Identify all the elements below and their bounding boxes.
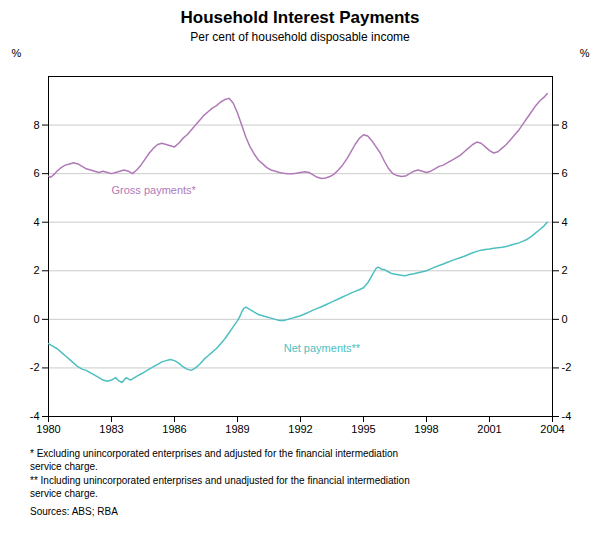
svg-text:2004: 2004 bbox=[540, 423, 564, 435]
svg-text:1989: 1989 bbox=[225, 423, 249, 435]
svg-text:1992: 1992 bbox=[288, 423, 312, 435]
svg-text:Net payments**: Net payments** bbox=[284, 342, 361, 354]
svg-text:1995: 1995 bbox=[351, 423, 375, 435]
html-text:* Excluding unincorporated ent: * Excluding unincorporated enterprises a… bbox=[30, 448, 398, 472]
html-text:Per cent of household disposab: Per cent of household disposable income bbox=[190, 30, 410, 44]
html-text:Sources: ABS; RBA: Sources: ABS; RBA bbox=[30, 506, 118, 517]
svg-text:-2: -2 bbox=[30, 361, 40, 373]
svg-text:1983: 1983 bbox=[99, 423, 123, 435]
svg-text:2: 2 bbox=[33, 264, 39, 276]
svg-text:1998: 1998 bbox=[414, 423, 438, 435]
svg-text:0: 0 bbox=[33, 313, 39, 325]
svg-text:8: 8 bbox=[33, 119, 39, 131]
svg-text:0: 0 bbox=[562, 313, 568, 325]
svg-text:%: % bbox=[580, 47, 590, 59]
svg-text:4: 4 bbox=[562, 216, 568, 228]
svg-text:%: % bbox=[12, 47, 22, 59]
svg-text:-4: -4 bbox=[30, 410, 40, 422]
svg-text:6: 6 bbox=[562, 167, 568, 179]
svg-text:4: 4 bbox=[33, 216, 39, 228]
svg-text:6: 6 bbox=[33, 167, 39, 179]
svg-text:2: 2 bbox=[562, 264, 568, 276]
svg-text:Gross payments*: Gross payments* bbox=[112, 184, 197, 196]
html-text:** Including unincorporated en: ** Including unincorporated enterprises … bbox=[30, 475, 410, 499]
svg-text:-2: -2 bbox=[562, 361, 572, 373]
svg-text:2001: 2001 bbox=[477, 423, 501, 435]
svg-text:-4: -4 bbox=[562, 410, 572, 422]
svg-text:1980: 1980 bbox=[36, 423, 60, 435]
svg-text:1986: 1986 bbox=[162, 423, 186, 435]
html-text:Household Interest Payments: Household Interest Payments bbox=[180, 8, 420, 27]
svg-text:8: 8 bbox=[562, 119, 568, 131]
